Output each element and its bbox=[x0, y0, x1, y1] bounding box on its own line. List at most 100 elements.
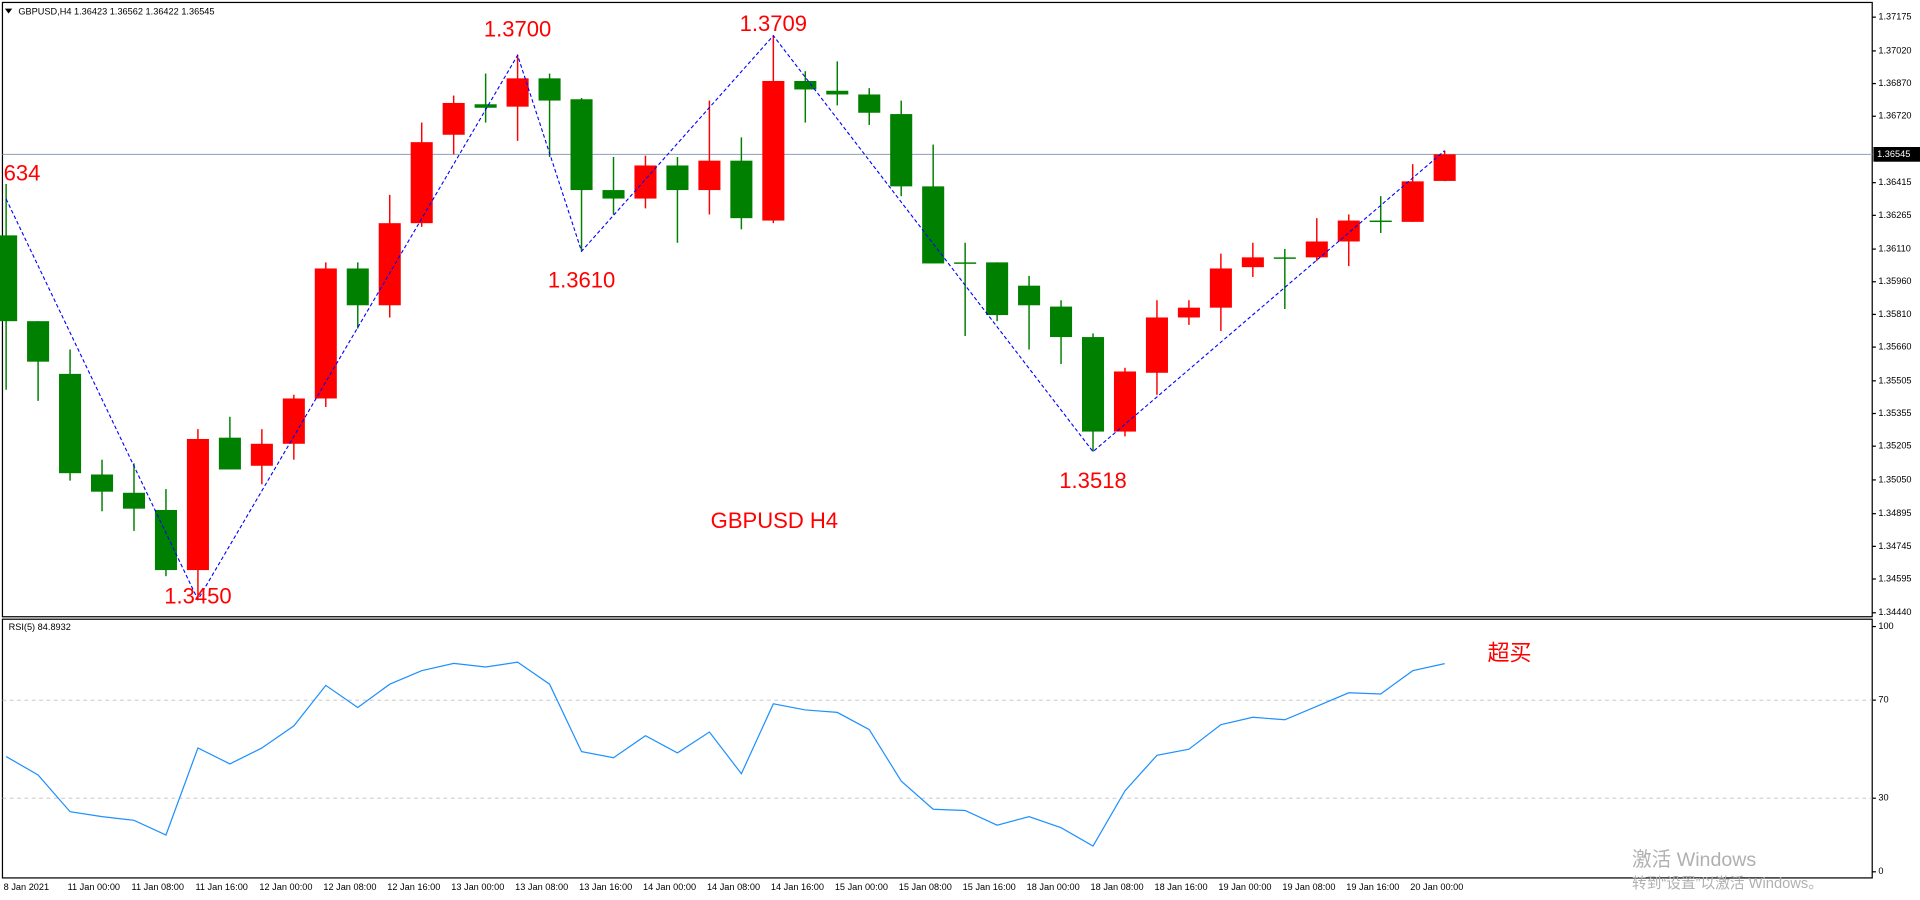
x-tick-label: 11 Jan 00:00 bbox=[68, 882, 120, 892]
y-tick-label: 100 bbox=[1878, 621, 1893, 631]
candle-body bbox=[1145, 317, 1168, 373]
candle-body bbox=[1050, 306, 1073, 338]
header-title: GBPUSD,H4 bbox=[18, 7, 71, 17]
x-tick-label: 15 Jan 00:00 bbox=[835, 882, 888, 892]
candle-body bbox=[538, 78, 561, 101]
x-tick-label: 18 Jan 16:00 bbox=[1154, 882, 1207, 892]
x-tick-label: 12 Jan 00:00 bbox=[259, 882, 312, 892]
rsi-last: 84.8932 bbox=[38, 622, 71, 632]
candle-body bbox=[346, 268, 369, 306]
candle-body bbox=[314, 268, 337, 399]
current-price-box bbox=[1873, 146, 1920, 162]
rsi-title: RSI(5) bbox=[9, 622, 36, 632]
rsi-header: RSI(5) 84.8932 bbox=[9, 622, 71, 632]
candle-body bbox=[602, 190, 625, 199]
candle-body bbox=[1273, 257, 1296, 259]
y-tick-label: 1.35660 bbox=[1878, 342, 1911, 352]
candle-body bbox=[1401, 181, 1424, 222]
candle-body bbox=[570, 99, 593, 191]
header-low: 1.36422 bbox=[146, 7, 179, 17]
x-tick-label: 12 Jan 16:00 bbox=[387, 882, 440, 892]
y-tick-label: 1.35810 bbox=[1878, 309, 1911, 319]
menu-arrow[interactable] bbox=[4, 8, 13, 14]
y-tick-label: 1.35960 bbox=[1878, 276, 1911, 286]
candle-body bbox=[1113, 371, 1137, 432]
chart-annotation: GBPUSD H4 bbox=[711, 508, 838, 533]
x-tick-label: 14 Jan 16:00 bbox=[771, 882, 824, 892]
candle-body bbox=[91, 474, 114, 492]
current-price-label: 1.36545 bbox=[1877, 149, 1910, 159]
zigzag-label: 1.3709 bbox=[740, 11, 807, 36]
candle-body bbox=[1241, 257, 1264, 268]
y-tick-label: 1.35355 bbox=[1878, 408, 1911, 418]
candle-body bbox=[762, 80, 785, 221]
y-tick-label: 0 bbox=[1878, 866, 1883, 876]
candle-body bbox=[922, 186, 945, 264]
candle-body bbox=[1209, 268, 1232, 308]
rsi-annotation: 超买 bbox=[1487, 641, 1531, 666]
x-tick-label: 13 Jan 00:00 bbox=[451, 882, 504, 892]
candle-body bbox=[27, 321, 50, 362]
y-tick-label: 1.36415 bbox=[1878, 177, 1911, 187]
watermark-subtitle: 转到“设置”以激活 Windows。 bbox=[1632, 875, 1823, 892]
candle-body bbox=[890, 114, 913, 187]
x-tick-label: 19 Jan 00:00 bbox=[1218, 882, 1271, 892]
y-tick-label: 1.34440 bbox=[1878, 607, 1911, 617]
candle-body bbox=[122, 492, 146, 509]
candle-body bbox=[666, 165, 689, 191]
header-open: 1.36423 bbox=[74, 7, 107, 17]
x-tick-label: 13 Jan 08:00 bbox=[515, 882, 568, 892]
candle-body bbox=[1018, 285, 1041, 306]
candle-body bbox=[1337, 220, 1360, 242]
candle-body bbox=[954, 262, 977, 264]
candle-body bbox=[730, 160, 753, 219]
zigzag-label: 1.3700 bbox=[484, 17, 551, 42]
y-tick-label: 1.36110 bbox=[1878, 244, 1911, 254]
zigzag-label: 1.3450 bbox=[164, 583, 231, 608]
candle-body bbox=[186, 438, 209, 571]
candle-body bbox=[826, 90, 849, 95]
candle-body bbox=[1081, 337, 1105, 432]
x-tick-label: 11 Jan 08:00 bbox=[132, 882, 184, 892]
x-tick-label: 19 Jan 08:00 bbox=[1282, 882, 1335, 892]
x-tick-label: 14 Jan 00:00 bbox=[643, 882, 696, 892]
x-tick-label: 19 Jan 16:00 bbox=[1346, 882, 1399, 892]
candle-body bbox=[1177, 307, 1200, 318]
y-tick-label: 1.36265 bbox=[1878, 210, 1911, 220]
watermark-title: 激活 Windows bbox=[1632, 849, 1756, 871]
x-tick-label: 11 Jan 16:00 bbox=[195, 882, 247, 892]
candle-body bbox=[474, 104, 497, 108]
y-tick-label: 70 bbox=[1878, 695, 1888, 705]
y-tick-label: 1.37175 bbox=[1878, 12, 1911, 22]
x-tick-label: 15 Jan 16:00 bbox=[963, 882, 1016, 892]
candle-body bbox=[59, 373, 82, 474]
rsi-panel-frame bbox=[1, 618, 1873, 879]
x-tick-label: 8 Jan 2021 bbox=[4, 882, 49, 892]
x-tick-label: 13 Jan 16:00 bbox=[579, 882, 632, 892]
y-tick-label: 1.35050 bbox=[1878, 474, 1911, 484]
candle-body bbox=[282, 398, 305, 444]
candle-body bbox=[1369, 220, 1392, 223]
candle-body bbox=[442, 102, 465, 135]
y-tick-label: 1.37020 bbox=[1878, 45, 1911, 55]
x-tick-label: 12 Jan 08:00 bbox=[323, 882, 376, 892]
candle-body bbox=[1305, 241, 1328, 258]
zigzag-label: 634 bbox=[4, 160, 41, 185]
x-tick-label: 18 Jan 00:00 bbox=[1027, 882, 1080, 892]
y-tick-label: 1.36870 bbox=[1878, 78, 1911, 88]
candle-body bbox=[698, 160, 721, 191]
candle-body bbox=[378, 223, 401, 306]
header-close: 1.36545 bbox=[181, 7, 214, 17]
x-tick-label: 14 Jan 08:00 bbox=[707, 882, 760, 892]
candle-body bbox=[218, 437, 241, 470]
candle-body bbox=[506, 78, 529, 107]
candle-body bbox=[634, 165, 657, 199]
zigzag-line bbox=[5, 34, 1446, 601]
candle-body bbox=[1433, 154, 1456, 181]
x-tick-label: 20 Jan 00:00 bbox=[1410, 882, 1463, 892]
x-tick-label: 18 Jan 08:00 bbox=[1091, 882, 1144, 892]
y-tick-label: 1.35205 bbox=[1878, 441, 1911, 451]
